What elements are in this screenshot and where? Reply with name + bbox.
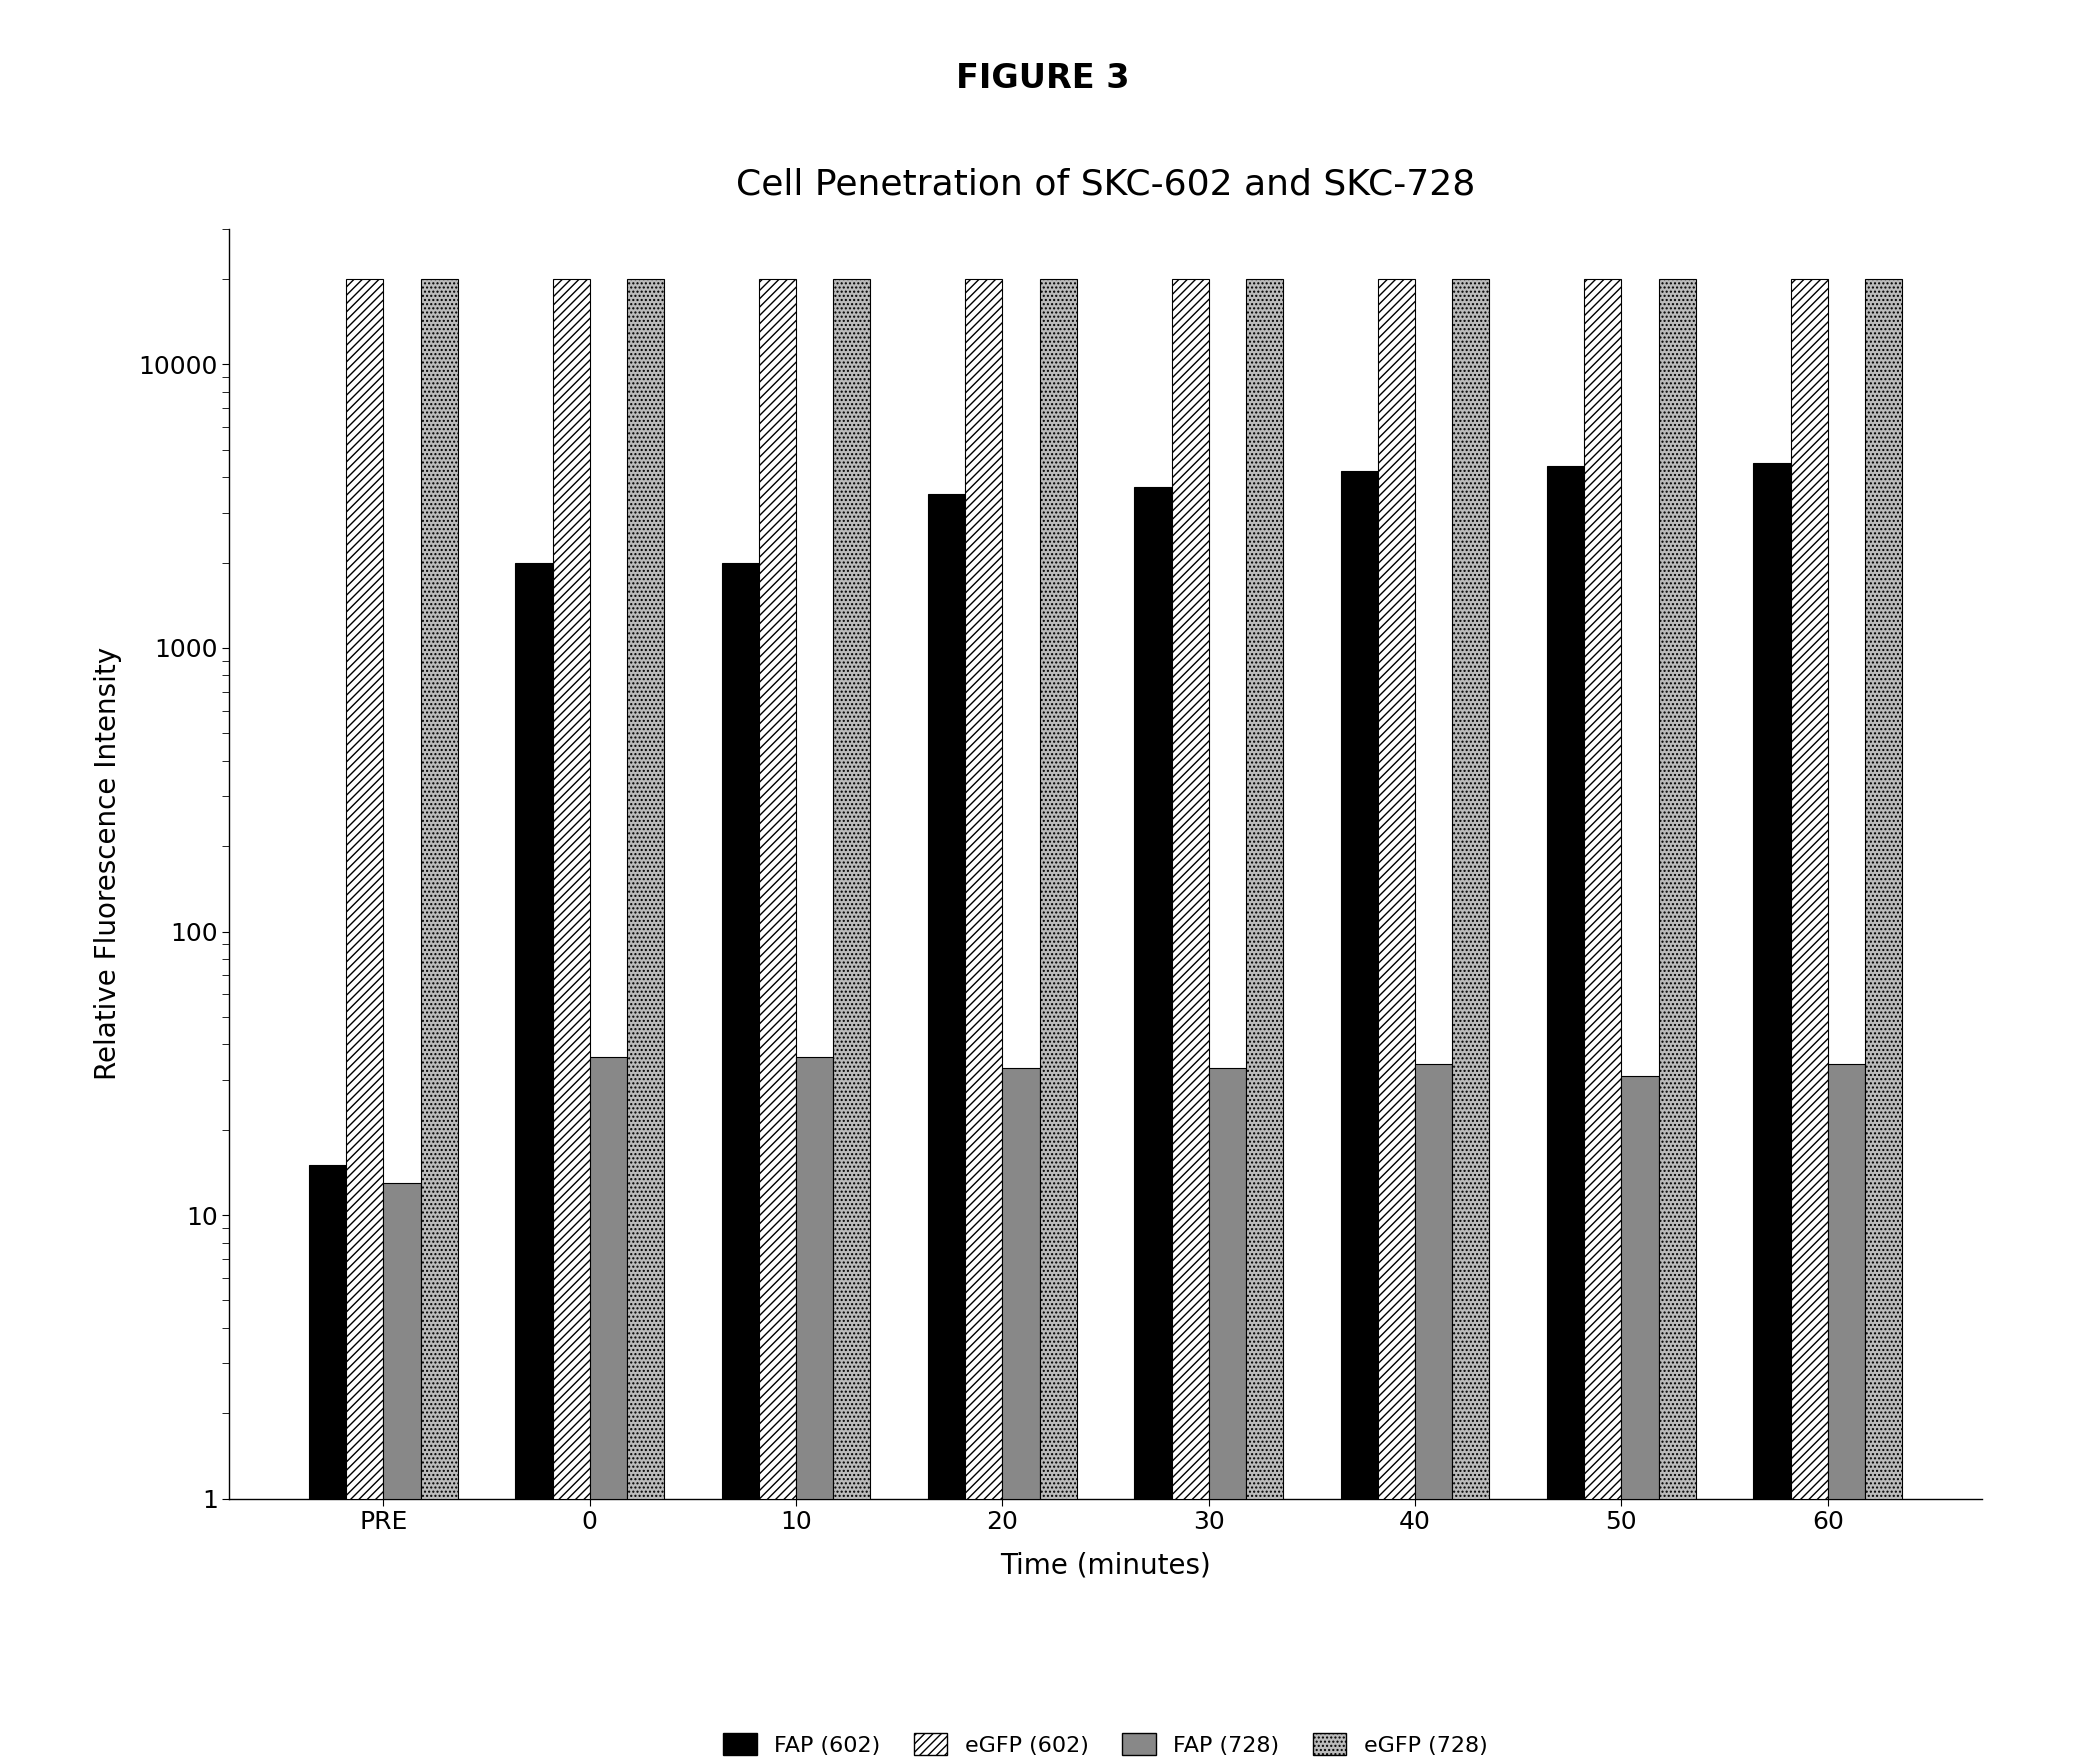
Legend: FAP (602), eGFP (602), FAP (728), eGFP (728): FAP (602), eGFP (602), FAP (728), eGFP (… (711, 1722, 1500, 1763)
Bar (966, 279, 1003, 1499)
Bar (1621, 1075, 1658, 1499)
Title: Cell Penetration of SKC-602 and SKC-728: Cell Penetration of SKC-602 and SKC-728 (736, 167, 1475, 201)
Bar (1583, 279, 1621, 1499)
Bar (928, 494, 966, 1499)
Bar (759, 279, 797, 1499)
Bar (309, 1165, 346, 1499)
Bar (797, 1058, 832, 1499)
Bar (1658, 279, 1696, 1499)
Text: FIGURE 3: FIGURE 3 (955, 62, 1131, 95)
Bar (421, 279, 457, 1499)
Bar (515, 562, 553, 1499)
Bar (346, 279, 384, 1499)
Bar (1135, 487, 1172, 1499)
Bar (1548, 465, 1583, 1499)
Bar (1452, 279, 1489, 1499)
Y-axis label: Relative Fluorescence Intensity: Relative Fluorescence Intensity (94, 647, 121, 1081)
Bar (832, 279, 870, 1499)
Bar (1379, 279, 1414, 1499)
Bar (1208, 1068, 1245, 1499)
Bar (722, 562, 759, 1499)
Bar (1754, 462, 1790, 1499)
Bar (553, 279, 590, 1499)
Bar (1414, 1065, 1452, 1499)
Bar (384, 1183, 421, 1499)
Bar (1039, 279, 1076, 1499)
X-axis label: Time (minutes): Time (minutes) (999, 1551, 1212, 1580)
Bar (628, 279, 663, 1499)
Bar (1341, 471, 1379, 1499)
Bar (1245, 279, 1283, 1499)
Bar (1827, 1065, 1865, 1499)
Bar (1003, 1068, 1039, 1499)
Bar (590, 1058, 628, 1499)
Bar (1790, 279, 1827, 1499)
Bar (1865, 279, 1902, 1499)
Bar (1172, 279, 1208, 1499)
